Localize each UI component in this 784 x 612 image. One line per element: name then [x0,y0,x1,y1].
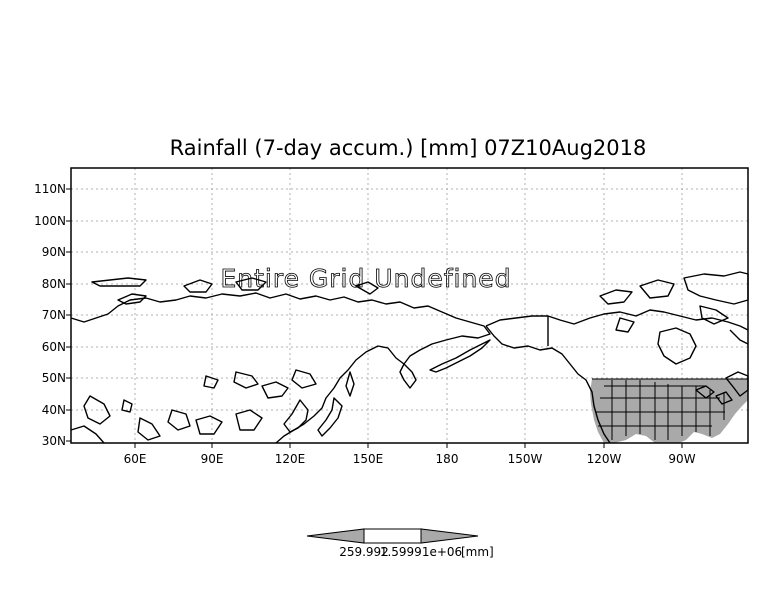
lat-tick-label-30n: 30N [42,434,66,448]
plot-frame [70,167,749,444]
lat-tick-label-50n: 50N [42,371,66,385]
lat-tick-label-110n: 110N [34,182,66,196]
lat-tick-label-100n: 100N [34,214,66,228]
graticule [71,168,748,443]
map-title: Rainfall (7-day accum.) [mm] 07Z10Aug201… [170,136,647,160]
lat-tick-label-90n: 90N [42,245,66,259]
colorbar-center-box [363,528,422,544]
conus-shaded-region [590,379,748,443]
colorbar-right-label: 1.59991e+06 [380,545,462,559]
colorbar-left-arrow [306,528,365,544]
lon-tick-label-90w: 90W [668,452,695,466]
lon-tick-label-120w: 120W [587,452,622,466]
lon-tick-label-150e: 150E [353,452,384,466]
lat-tick-label-80n: 80N [42,277,66,291]
lon-tick-label-180: 180 [436,452,459,466]
conus-state-borders [592,378,748,440]
lon-tick-label-90e: 90E [201,452,224,466]
undefined-grid-message: Entire Grid Undefined [220,264,511,293]
map-plot-area: Entire Grid Undefined [70,167,749,444]
longitude-axis: 60E 90E 120E 150E 180 150W 120W 90W [124,443,696,466]
colorbar-left-label: 259.992 [339,545,389,559]
lat-tick-label-70n: 70N [42,308,66,322]
lon-tick-label-60e: 60E [124,452,147,466]
lat-tick-label-60n: 60N [42,340,66,354]
colorbar-right-arrow [420,528,479,544]
colorbar-legend: 259.992 1.59991e+06 [mm] [306,528,494,559]
colorbar-unit-label: [mm] [461,545,494,559]
lon-tick-label-120e: 120E [275,452,306,466]
latitude-axis: 110N 100N 90N 80N 70N 60N 50N 40N 30N [34,182,71,448]
lat-tick-label-40n: 40N [42,403,66,417]
lon-tick-label-150w: 150W [508,452,543,466]
